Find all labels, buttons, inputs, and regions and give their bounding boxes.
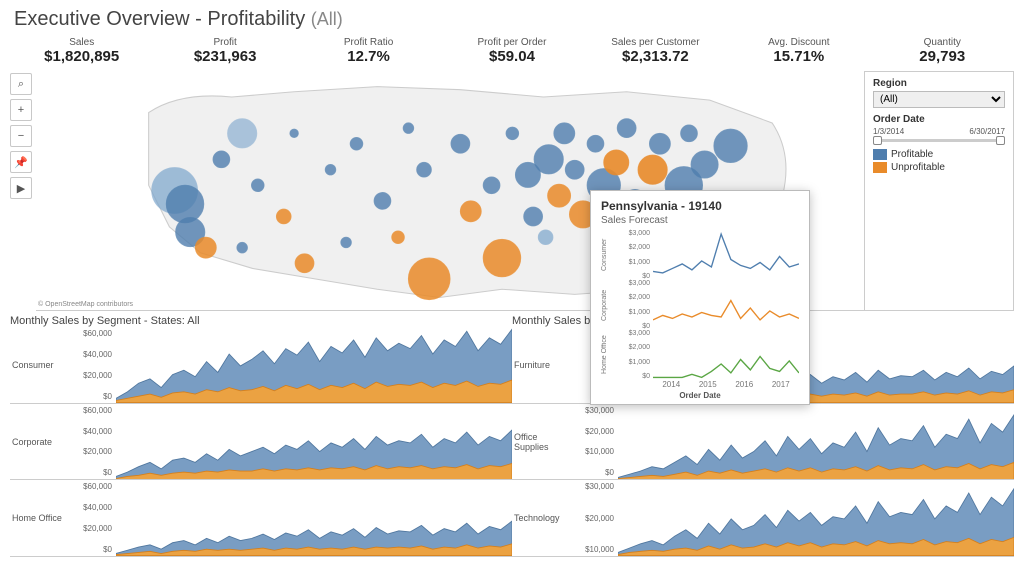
left-section-title: Monthly Sales by Segment - States: All	[10, 315, 512, 327]
zoom-out-icon[interactable]: −	[10, 125, 32, 147]
area-chart[interactable]	[618, 404, 1014, 480]
kpi: Quantity29,793	[871, 37, 1014, 65]
region-label: Region	[873, 78, 1005, 89]
search-icon[interactable]: ⌕	[10, 73, 32, 95]
filter-panel: Region (All) Order Date 1/3/20146/30/201…	[864, 71, 1014, 311]
region-select[interactable]: (All)	[873, 91, 1005, 108]
kpi: Avg. Discount15.71%	[727, 37, 870, 65]
row-label: Furniture	[512, 327, 574, 403]
y-axis: $30,000$20,000$10,000	[574, 480, 618, 556]
area-chart[interactable]	[618, 480, 1014, 556]
y-axis: $30,000$20,000$10,000$0	[574, 404, 618, 480]
chart-row: Office Supplies$30,000$20,000$10,000$0	[512, 404, 1014, 481]
orderdate-label: Order Date	[873, 114, 1005, 125]
chart-row: Corporate$60,000$40,000$20,000$0	[10, 404, 512, 481]
page-title: Executive Overview - Profitability (All)	[0, 0, 1024, 35]
play-icon[interactable]: ▶	[10, 177, 32, 199]
tooltip-subtitle: Sales Forecast	[601, 215, 799, 226]
chart-row: Consumer$60,000$40,000$20,000$0	[10, 327, 512, 404]
tooltip-title: Pennsylvania - 19140	[601, 199, 799, 213]
chart-row: Technology$30,000$20,000$10,000	[512, 480, 1014, 557]
legend-item[interactable]: Unprofitable	[873, 162, 1005, 173]
area-chart[interactable]	[116, 404, 512, 480]
map-attribution: © OpenStreetMap contributors	[38, 301, 133, 308]
tooltip: Pennsylvania - 19140 Sales Forecast Cons…	[590, 190, 810, 405]
kpi-bar: Sales$1,820,895Profit$231,963Profit Rati…	[0, 35, 1024, 71]
area-chart[interactable]	[116, 480, 512, 556]
kpi: Sales$1,820,895	[10, 37, 153, 65]
tooltip-series: Home Office$3,000$2,000$1,000$0	[601, 330, 799, 380]
row-label: Consumer	[10, 327, 72, 403]
row-label: Office Supplies	[512, 404, 574, 480]
tooltip-series: Consumer$3,000$2,000$1,000$0	[601, 230, 799, 280]
kpi: Sales per Customer$2,313.72	[584, 37, 727, 65]
y-axis: $60,000$40,000$20,000$0	[72, 480, 116, 556]
kpi: Profit Ratio12.7%	[297, 37, 440, 65]
chart-row: Home Office$60,000$40,000$20,000$0	[10, 480, 512, 557]
y-axis: $60,000$40,000$20,000$0	[72, 404, 116, 480]
row-label: Technology	[512, 480, 574, 556]
row-label: Corporate	[10, 404, 72, 480]
kpi: Profit$231,963	[153, 37, 296, 65]
legend-item[interactable]: Profitable	[873, 149, 1005, 160]
area-chart[interactable]	[116, 327, 512, 403]
tooltip-series: Corporate$3,000$2,000$1,000$0	[601, 280, 799, 330]
map-toolbar: ⌕ + − 📌 ▶	[10, 71, 36, 311]
date-slider[interactable]: 1/3/20146/30/2017	[873, 127, 1005, 141]
kpi: Profit per Order$59.04	[440, 37, 583, 65]
row-label: Home Office	[10, 480, 72, 556]
zoom-in-icon[interactable]: +	[10, 99, 32, 121]
pin-icon[interactable]: 📌	[10, 151, 32, 173]
y-axis: $60,000$40,000$20,000$0	[72, 327, 116, 403]
